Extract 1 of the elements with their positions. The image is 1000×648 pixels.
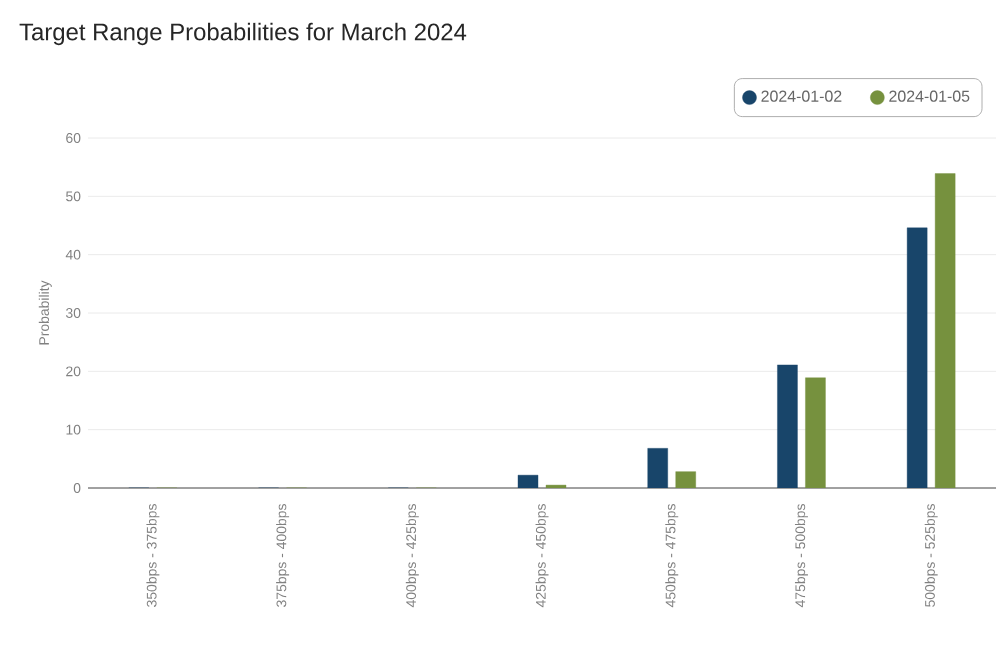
chart-title: Target Range Probabilities for March 2024 (19, 22, 467, 46)
